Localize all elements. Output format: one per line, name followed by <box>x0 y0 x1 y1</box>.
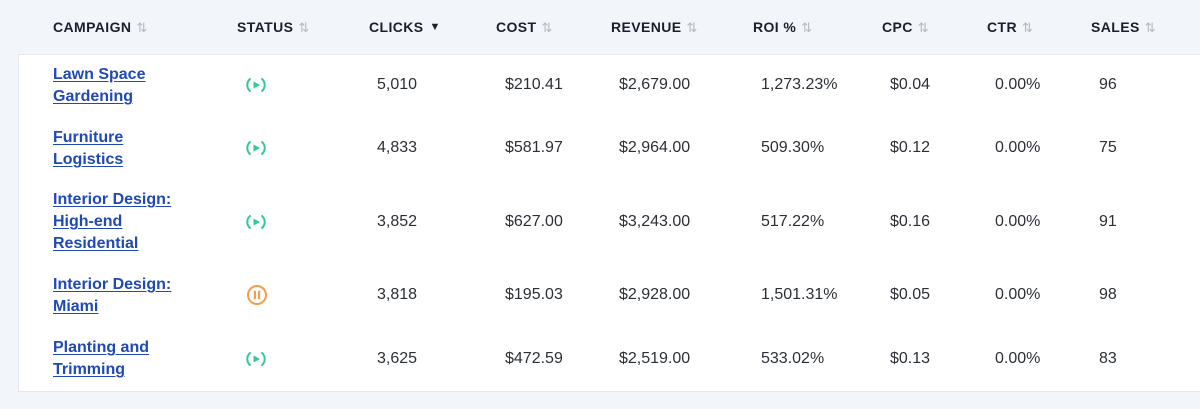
sort-arrows-icon[interactable]: ⇅ <box>801 19 813 35</box>
cost-value: $195.03 <box>505 286 563 303</box>
cpc-value: $0.16 <box>890 213 931 230</box>
sort-arrows-icon[interactable]: ⇅ <box>1144 19 1156 35</box>
clicks-value: 4,833 <box>377 139 418 156</box>
ctr-value: 0.00% <box>995 350 1041 367</box>
broadcast-icon[interactable] <box>243 211 269 233</box>
sort-arrows-icon[interactable]: ⇅ <box>298 19 310 35</box>
sort-arrows-icon[interactable]: ⇅ <box>686 19 698 35</box>
pause-circle-icon[interactable] <box>244 284 270 306</box>
sales-value: 75 <box>1099 139 1117 156</box>
column-label: CAMPAIGN <box>53 19 132 35</box>
table-header: CAMPAIGN ⇅ STATUS ⇅ CLICKS ▼ COST ⇅ REVE… <box>0 0 1200 54</box>
roi-value: 1,273.23% <box>761 76 838 93</box>
broadcast-icon[interactable] <box>243 137 269 159</box>
roi-value: 1,501.31% <box>761 286 838 303</box>
ctr-value: 0.00% <box>995 76 1041 93</box>
cpc-value: $0.05 <box>890 286 931 303</box>
column-header-ctr[interactable]: CTR ⇅ <box>987 0 1033 54</box>
roi-value: 533.02% <box>761 350 825 367</box>
column-label: CTR <box>987 19 1017 35</box>
column-header-cost[interactable]: COST ⇅ <box>496 0 553 54</box>
campaign-link[interactable]: Planting and Trimming <box>53 339 149 378</box>
revenue-value: $3,243.00 <box>619 213 691 230</box>
column-header-revenue[interactable]: REVENUE ⇅ <box>611 0 698 54</box>
ctr-value: 0.00% <box>995 139 1041 156</box>
clicks-value: 5,010 <box>377 76 418 93</box>
sort-arrows-icon[interactable]: ⇅ <box>1021 19 1034 35</box>
sales-value: 91 <box>1099 213 1117 230</box>
cost-value: $210.41 <box>505 76 563 93</box>
campaign-link[interactable]: Interior Design: Miami <box>53 276 172 315</box>
campaign-table-body: Lawn Space Gardening 5,010 $210.41 $2,679… <box>18 54 1200 392</box>
campaign-link[interactable]: Lawn Space Gardening <box>53 66 146 105</box>
column-header-campaign[interactable]: CAMPAIGN ⇅ <box>53 0 148 54</box>
cpc-value: $0.13 <box>890 350 931 367</box>
cost-value: $472.59 <box>505 350 563 367</box>
revenue-value: $2,928.00 <box>619 286 691 303</box>
sales-value: 98 <box>1099 286 1117 303</box>
ctr-value: 0.00% <box>995 213 1041 230</box>
ctr-value: 0.00% <box>995 286 1041 303</box>
broadcast-icon[interactable] <box>243 348 269 370</box>
campaign-link[interactable]: Furniture Logistics <box>53 129 124 168</box>
column-label: CLICKS <box>369 19 424 35</box>
column-header-sales[interactable]: SALES ⇅ <box>1091 0 1156 54</box>
cpc-value: $0.12 <box>890 139 931 156</box>
roi-value: 509.30% <box>761 139 825 156</box>
column-header-roi[interactable]: ROI % ⇅ <box>753 0 813 54</box>
revenue-value: $2,964.00 <box>619 139 691 156</box>
sort-arrows-icon[interactable]: ⇅ <box>917 19 930 35</box>
clicks-value: 3,625 <box>377 350 418 367</box>
column-header-status[interactable]: STATUS ⇅ <box>237 0 310 54</box>
clicks-value: 3,818 <box>377 286 418 303</box>
column-label: STATUS <box>237 19 294 35</box>
column-label: ROI % <box>753 19 797 35</box>
column-header-clicks[interactable]: CLICKS ▼ <box>369 0 441 54</box>
sort-desc-icon[interactable]: ▼ <box>429 20 441 33</box>
clicks-value: 3,852 <box>377 213 418 230</box>
column-header-cpc[interactable]: CPC ⇅ <box>882 0 929 54</box>
cost-value: $627.00 <box>505 213 563 230</box>
sales-value: 83 <box>1099 350 1117 367</box>
column-label: SALES <box>1091 19 1140 35</box>
column-label: REVENUE <box>611 19 682 35</box>
column-label: COST <box>496 19 537 35</box>
campaign-link[interactable]: Interior Design: High-end Residential <box>53 191 172 252</box>
sort-arrows-icon[interactable]: ⇅ <box>541 19 553 35</box>
cost-value: $581.97 <box>505 139 563 156</box>
column-label: CPC <box>882 19 913 35</box>
revenue-value: $2,519.00 <box>619 350 691 367</box>
revenue-value: $2,679.00 <box>619 76 691 93</box>
roi-value: 517.22% <box>761 213 825 230</box>
cpc-value: $0.04 <box>890 76 931 93</box>
sales-value: 96 <box>1099 76 1117 93</box>
broadcast-icon[interactable] <box>243 74 269 96</box>
sort-arrows-icon[interactable]: ⇅ <box>136 19 148 35</box>
